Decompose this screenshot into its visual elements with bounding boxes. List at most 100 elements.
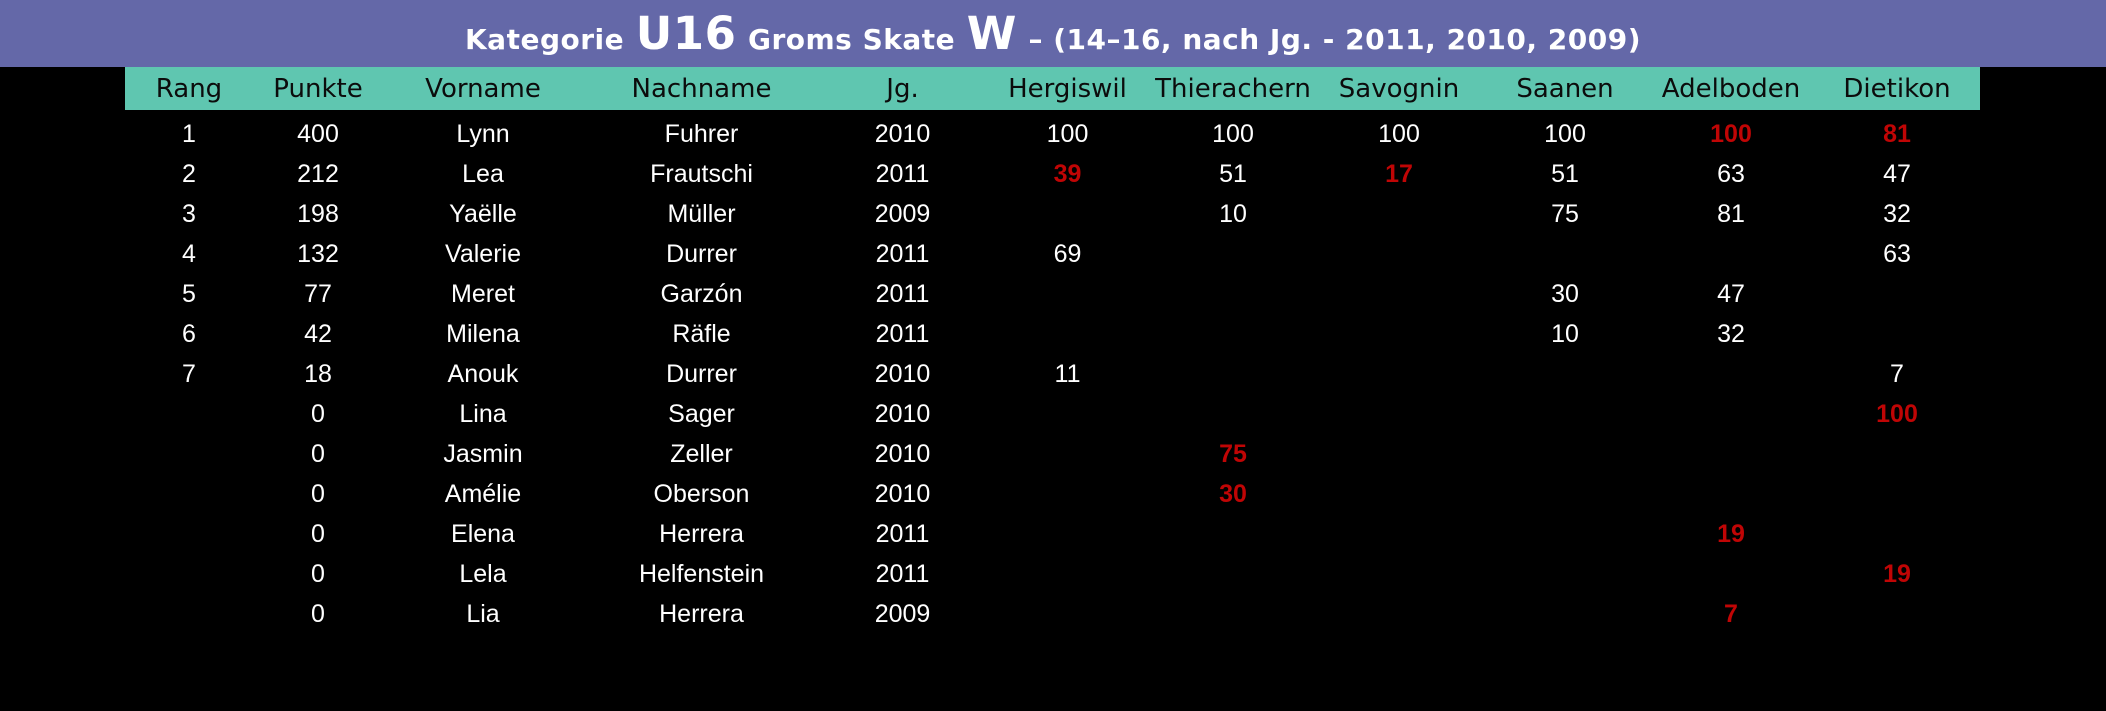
cell-punkte: 400 xyxy=(297,119,339,148)
cell-vorname: Lina xyxy=(459,399,507,428)
title-kategorie-label: Kategorie xyxy=(464,23,625,56)
cell-punkte: 0 xyxy=(311,399,325,428)
cell-thierachern xyxy=(1150,554,1316,594)
cell-savognin xyxy=(1316,194,1482,234)
page-title: Kategorie U16 Groms Skate W – (14–16, na… xyxy=(465,7,1641,60)
cell-savognin xyxy=(1316,314,1482,354)
cell-savognin: 100 xyxy=(1378,119,1420,148)
cell-rang xyxy=(125,514,253,554)
table-row: 0 Lina Sager 2010 100 xyxy=(125,394,1980,434)
cell-adelboden xyxy=(1648,474,1814,514)
cell-dietikon: 7 xyxy=(1890,359,1904,388)
cell-nachname: Müller xyxy=(667,199,736,228)
cell-saanen: 30 xyxy=(1551,279,1579,308)
cell-savognin xyxy=(1316,474,1482,514)
cell-adelboden: 19 xyxy=(1717,519,1745,548)
title-bar: Kategorie U16 Groms Skate W – (14–16, na… xyxy=(0,0,2106,67)
table-row: 2 212 Lea Frautschi 2011 39 51 17 51 63 47 xyxy=(125,154,1980,194)
table-row: 0 Lela Helfenstein 2011 19 xyxy=(125,554,1980,594)
cell-nachname: Garzón xyxy=(660,279,743,308)
column-header-adelboden: Adelboden xyxy=(1648,67,1814,110)
cell-jg: 2011 xyxy=(875,239,930,268)
column-header-vorname: Vorname xyxy=(383,67,583,110)
column-header-thierachern: Thierachern xyxy=(1150,67,1316,110)
cell-dietikon xyxy=(1814,314,1980,354)
cell-jg: 2010 xyxy=(874,119,931,148)
cell-adelboden: 47 xyxy=(1717,279,1745,308)
cell-saanen: 100 xyxy=(1544,119,1586,148)
column-header-jg: Jg. xyxy=(820,67,985,110)
cell-saanen: 51 xyxy=(1551,159,1579,188)
cell-nachname: Herrera xyxy=(659,599,744,628)
cell-adelboden: 81 xyxy=(1717,199,1745,228)
cell-dietikon xyxy=(1814,594,1980,634)
cell-rang xyxy=(125,554,253,594)
cell-jg: 2011 xyxy=(875,559,930,588)
cell-dietikon xyxy=(1814,274,1980,314)
cell-savognin xyxy=(1316,354,1482,394)
table-row: 1 400 Lynn Fuhrer 2010 100 100 100 100 100 81 xyxy=(125,110,1980,154)
cell-hergiswil xyxy=(985,514,1150,554)
results-table: Rang Punkte Vorname Nachname Jg. Hergiswil Thi… xyxy=(125,67,1980,634)
cell-savognin xyxy=(1316,594,1482,634)
table-row: 5 77 Meret Garzón 2011 30 47 xyxy=(125,274,1980,314)
cell-jg: 2011 xyxy=(875,319,930,348)
cell-vorname: Lela xyxy=(459,559,507,588)
cell-saanen xyxy=(1482,594,1648,634)
cell-nachname: Durrer xyxy=(666,359,737,388)
cell-hergiswil xyxy=(985,194,1150,234)
table-row: 6 42 Milena Räfle 2011 10 32 xyxy=(125,314,1980,354)
cell-saanen xyxy=(1482,474,1648,514)
cell-hergiswil xyxy=(985,554,1150,594)
column-header-punkte: Punkte xyxy=(253,67,383,110)
cell-jg: 2009 xyxy=(874,199,931,228)
cell-rang: 5 xyxy=(182,279,196,308)
cell-punkte: 198 xyxy=(297,199,339,228)
cell-nachname: Fuhrer xyxy=(664,119,739,148)
cell-vorname: Jasmin xyxy=(443,439,523,468)
cell-savognin xyxy=(1316,514,1482,554)
cell-jg: 2009 xyxy=(874,599,931,628)
title-series-label: Groms Skate xyxy=(747,23,956,56)
table-row: 7 18 Anouk Durrer 2010 11 7 xyxy=(125,354,1980,394)
cell-saanen: 10 xyxy=(1551,319,1579,348)
table-row: 4 132 Valerie Durrer 2011 69 63 xyxy=(125,234,1980,274)
cell-adelboden xyxy=(1648,354,1814,394)
cell-saanen xyxy=(1482,354,1648,394)
table-row: 0 Jasmin Zeller 2010 75 xyxy=(125,434,1980,474)
cell-savognin xyxy=(1316,434,1482,474)
cell-saanen xyxy=(1482,554,1648,594)
cell-jg: 2011 xyxy=(875,519,930,548)
cell-punkte: 0 xyxy=(311,519,325,548)
cell-jg: 2010 xyxy=(874,479,931,508)
column-header-saanen: Saanen xyxy=(1482,67,1648,110)
title-gender: W xyxy=(966,7,1017,60)
cell-thierachern: 51 xyxy=(1219,159,1247,188)
cell-rang: 2 xyxy=(182,159,196,188)
cell-dietikon xyxy=(1814,514,1980,554)
cell-saanen xyxy=(1482,434,1648,474)
cell-savognin xyxy=(1316,394,1482,434)
cell-vorname: Lea xyxy=(462,159,504,188)
cell-rang: 4 xyxy=(182,239,196,268)
cell-nachname: Räfle xyxy=(672,319,731,348)
table-row: 0 Lia Herrera 2009 7 xyxy=(125,594,1980,634)
cell-punkte: 42 xyxy=(304,319,332,348)
cell-jg: 2010 xyxy=(874,359,931,388)
cell-adelboden: 100 xyxy=(1710,119,1752,148)
cell-thierachern xyxy=(1150,354,1316,394)
cell-adelboden xyxy=(1648,234,1814,274)
cell-savognin: 17 xyxy=(1385,159,1413,188)
cell-punkte: 77 xyxy=(304,279,332,308)
cell-saanen: 75 xyxy=(1551,199,1579,228)
cell-hergiswil xyxy=(985,474,1150,514)
cell-rang: 7 xyxy=(182,359,196,388)
cell-hergiswil: 69 xyxy=(1053,239,1082,268)
cell-rang: 1 xyxy=(182,119,196,148)
cell-dietikon: 63 xyxy=(1883,239,1911,268)
cell-rang: 6 xyxy=(182,319,196,348)
cell-adelboden: 7 xyxy=(1724,599,1738,628)
cell-vorname: Lynn xyxy=(456,119,510,148)
cell-nachname: Frautschi xyxy=(650,159,753,188)
cell-nachname: Zeller xyxy=(670,439,733,468)
